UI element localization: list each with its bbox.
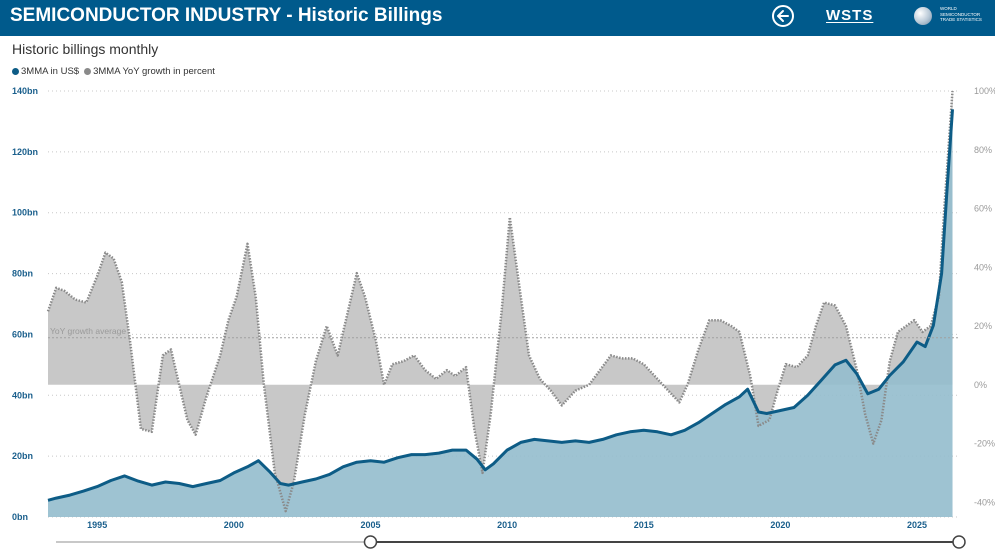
y-right-tick-label: 40% [974,262,992,272]
y-left-tick-label: 80bn [12,269,33,279]
x-tick-label: 2000 [224,520,244,530]
header-bar: SEMICONDUCTOR INDUSTRY - Historic Billin… [0,0,995,36]
arrow-left-circle-icon [777,10,789,22]
y-left-tick-label: 120bn [12,147,38,157]
range-slider-start-handle[interactable] [363,535,378,549]
growth-line [46,90,954,513]
y-right-tick-label: 0% [974,380,987,390]
x-tick-label: 2015 [634,520,654,530]
x-tick-label: 2010 [497,520,517,530]
growth-average-label: YoY growth average [50,326,126,336]
x-tick-label: 1995 [87,520,107,530]
legend-label-growth: 3MMA YoY growth in percent [93,66,215,77]
chart-legend: 3MMA in US$ 3MMA YoY growth in percent [12,66,220,77]
logo-wordmark: WSTS [826,7,874,24]
globe-icon [914,7,932,25]
x-tick-label: 2005 [360,520,380,530]
legend-dot-growth [84,68,92,75]
legend-label-usd: 3MMA in US$ [21,66,80,77]
usd-line [47,109,954,502]
legend-item-usd[interactable]: 3MMA in US$ [12,66,79,77]
x-tick-label: 2025 [907,520,927,530]
app-title: SEMICONDUCTOR INDUSTRY - Historic Billin… [10,5,443,26]
y-right-tick-label: -20% [974,439,995,449]
y-left-tick-label: 0bn [12,512,28,522]
growth-area [48,91,953,512]
legend-item-growth[interactable]: 3MMA YoY growth in percent [84,66,215,77]
logo-subtext: WORLD SEMICONDUCTOR TRADE STATISTICS [940,6,982,22]
legend-dot-usd [12,68,19,75]
y-left-tick-label: 100bn [12,208,38,218]
y-left-tick-label: 140bn [12,86,38,96]
y-right-tick-label: -40% [974,497,995,507]
usd-area [48,109,953,518]
y-right-tick-label: 100% [974,86,995,96]
y-right-tick-label: 60% [974,204,992,214]
range-slider-end-handle[interactable] [952,535,966,549]
y-left-tick-label: 20bn [12,451,33,461]
back-button[interactable] [772,5,794,27]
y-left-tick-label: 60bn [12,329,33,339]
x-tick-label: 2020 [770,520,790,530]
page-subtitle: Historic billings monthly [12,41,159,57]
wsts-logo: WSTS WORLD SEMICONDUCTOR TRADE STATISTIC… [826,6,991,28]
y-right-tick-label: 80% [974,145,992,155]
y-right-tick-label: 20% [974,321,992,331]
y-left-tick-label: 40bn [12,390,33,400]
